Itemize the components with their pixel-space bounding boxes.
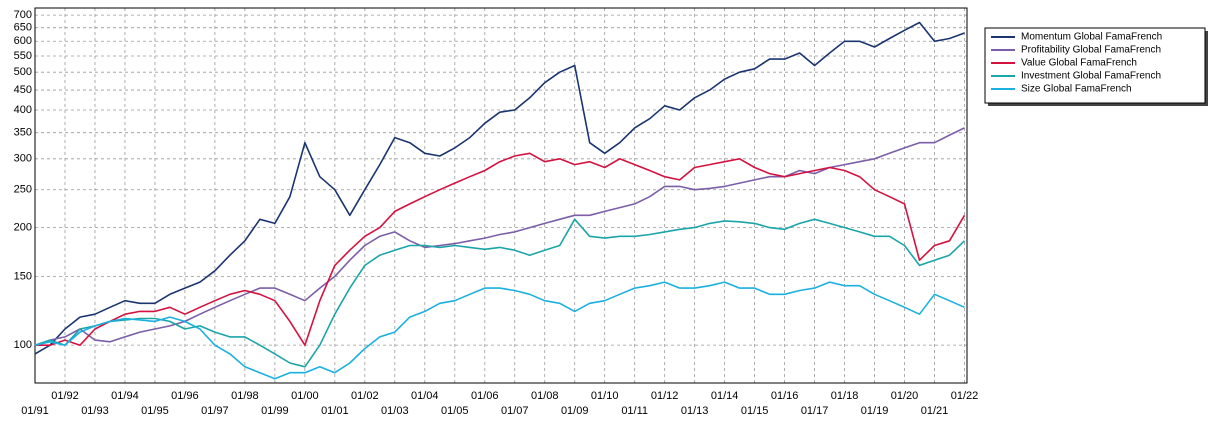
legend-label: Value Global FamaFrench (1021, 58, 1137, 69)
legend-label: Profitability Global FamaFrench (1021, 45, 1161, 56)
x-tick-label: 01/16 (771, 390, 799, 402)
x-tick-label: 01/22 (951, 390, 979, 402)
x-tick-label: 01/14 (711, 390, 739, 402)
x-tick-label: 01/18 (831, 390, 859, 402)
series-line (34, 127, 965, 346)
x-tick-label: 01/08 (531, 390, 559, 402)
x-tick-label: 01/96 (171, 390, 199, 402)
y-tick-label: 400 (14, 104, 32, 116)
x-tick-label: 01/95 (141, 405, 169, 417)
y-tick-label: 150 (14, 270, 32, 282)
y-tick-label: 550 (14, 50, 32, 62)
x-tick-label: 01/91 (21, 405, 49, 417)
x-tick-label: 01/98 (231, 390, 259, 402)
x-tick-label: 01/19 (861, 405, 889, 417)
legend-label: Momentum Global FamaFrench (1021, 32, 1162, 43)
series-line (34, 218, 966, 368)
plot-frame (34, 7, 968, 384)
x-tick-label: 01/20 (891, 390, 919, 402)
x-tick-label: 01/97 (201, 405, 229, 417)
legend-label: Investment Global FamaFrench (1021, 71, 1161, 82)
x-tick-label: 01/06 (471, 390, 499, 402)
y-tick-label: 600 (14, 35, 32, 47)
x-tick-label: 01/09 (561, 405, 589, 417)
y-tick-label: 450 (14, 84, 32, 96)
x-tick-label: 01/94 (111, 390, 139, 402)
x-tick-label: 01/21 (921, 405, 949, 417)
y-tick-label: 200 (14, 221, 32, 233)
x-tick-label: 01/10 (591, 390, 619, 402)
y-tick-label: 250 (14, 184, 32, 196)
x-tick-label: 01/99 (261, 405, 289, 417)
series-line (34, 281, 965, 380)
x-tick-label: 01/11 (621, 405, 648, 417)
y-tick-label: 350 (14, 127, 32, 139)
y-tick-label: 650 (14, 22, 32, 34)
x-tick-label: 01/07 (501, 405, 529, 417)
y-tick-label: 500 (14, 66, 32, 78)
x-tick-label: 01/93 (81, 405, 109, 417)
x-tick-label: 01/05 (441, 405, 469, 417)
series-line (35, 152, 966, 346)
x-tick-label: 01/92 (51, 390, 79, 402)
x-tick-label: 01/17 (801, 405, 829, 417)
x-tick-label: 01/13 (681, 405, 709, 417)
y-tick-label: 100 (14, 339, 32, 351)
x-tick-label: 01/01 (321, 405, 349, 417)
x-tick-label: 01/02 (351, 390, 379, 402)
legend-box (984, 27, 1206, 104)
y-tick-label: 700 (14, 9, 32, 21)
x-tick-label: 01/15 (741, 405, 769, 417)
x-tick-label: 01/12 (651, 390, 679, 402)
x-tick-label: 01/04 (411, 390, 439, 402)
x-tick-label: 01/00 (291, 390, 319, 402)
y-tick-label: 300 (14, 153, 32, 165)
x-tick-label: 01/03 (381, 405, 409, 417)
series-line (34, 21, 965, 355)
legend-label: Size Global FamaFrench (1021, 84, 1132, 95)
